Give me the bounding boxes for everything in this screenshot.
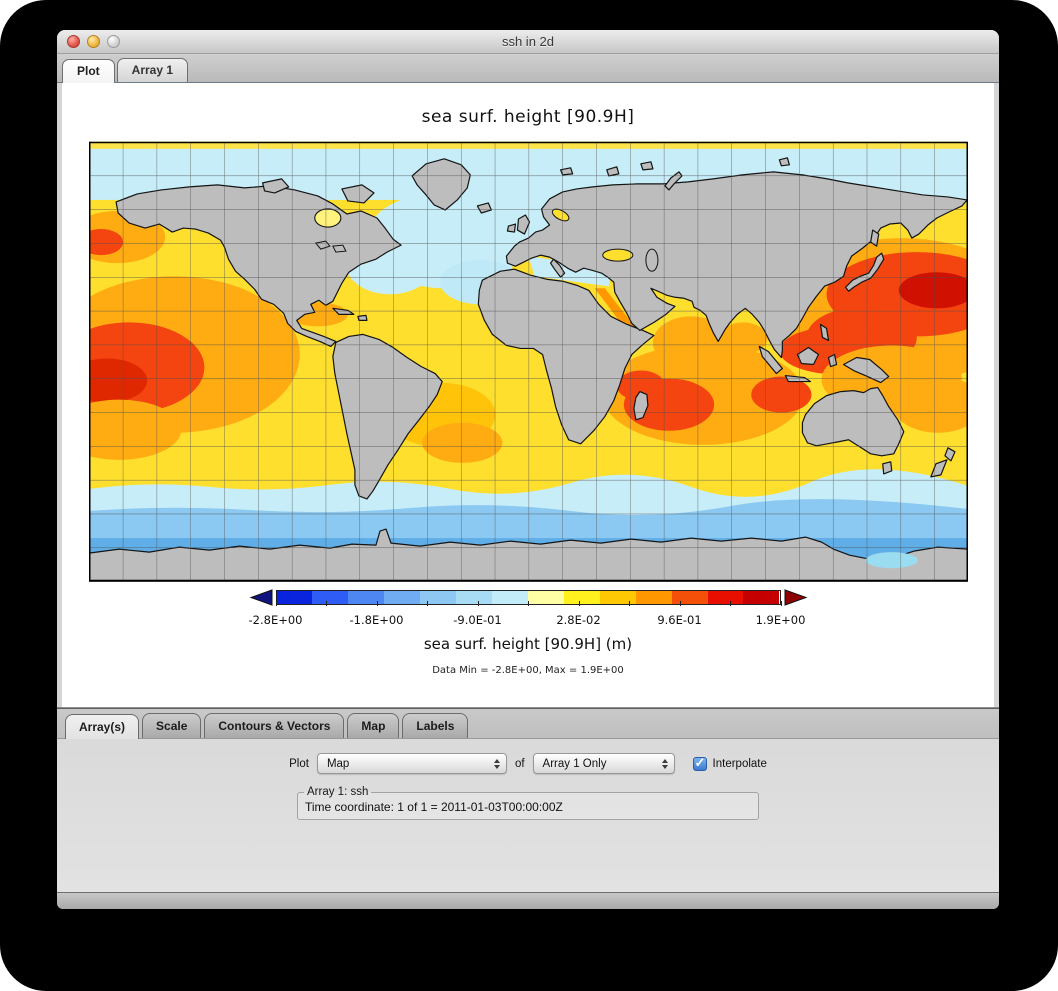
plot-title: sea surf. height [90.9H] <box>421 107 635 127</box>
interpolate-control: Interpolate <box>692 755 767 771</box>
array-info-groupbox: Array 1: ssh Time coordinate: 1 of 1 = 2… <box>297 786 759 820</box>
colorbar-left-arrow-icon <box>249 589 272 606</box>
colorbar-tick-label: -9.0E-01 <box>453 613 502 627</box>
tab-map[interactable]: Map <box>347 713 400 738</box>
of-label: of <box>514 757 525 770</box>
top-tab-bar: Plot Array 1 <box>57 54 999 83</box>
interpolate-label: Interpolate <box>712 757 767 770</box>
traffic-lights <box>67 35 120 48</box>
data-range-note: Data Min = -2.8E+00, Max = 1.9E+00 <box>432 665 624 676</box>
tab-plot-label: Plot <box>77 64 100 78</box>
combo-updown-arrows-icon <box>493 758 500 769</box>
combo-updown-arrows-icon <box>661 758 668 769</box>
status-bar <box>57 892 999 909</box>
tab-array-1[interactable]: Array 1 <box>116 58 189 82</box>
plot-label: Plot <box>289 757 309 770</box>
time-coordinate-text: Time coordinate: 1 of 1 = 2011-01-03T00:… <box>305 800 563 814</box>
colorbar-tick-label: -2.8E+00 <box>248 613 303 627</box>
tab-scale-label: Scale <box>156 719 188 733</box>
colorbar-axis-label: sea surf. height [90.9H] (m) <box>423 635 633 653</box>
bottom-tab-bar: Array(s) Scale Contours & Vectors Map La… <box>57 708 999 739</box>
colorbar <box>275 590 781 605</box>
tab-scale[interactable]: Scale <box>142 713 202 738</box>
plot-controls-row: Plot Map of Array 1 Only Interpolate <box>57 753 999 774</box>
close-button[interactable] <box>67 35 80 48</box>
tab-labels[interactable]: Labels <box>402 713 469 738</box>
colorbar-tick-label: 1.9E+00 <box>755 613 806 627</box>
tab-plot[interactable]: Plot <box>62 59 115 83</box>
colorbar-ticks <box>275 601 782 611</box>
array-select[interactable]: Array 1 Only <box>532 753 675 774</box>
zoom-button[interactable] <box>107 35 120 48</box>
controls-panel: Array(s) Scale Contours & Vectors Map La… <box>57 707 999 892</box>
colorbar-right-arrow-icon <box>784 589 807 606</box>
world-map-plot <box>62 141 994 582</box>
tab-arrays-label: Array(s) <box>79 720 126 734</box>
tab-arrays[interactable]: Array(s) <box>65 714 140 739</box>
window-title: ssh in 2d <box>501 34 555 49</box>
tab-contours-vectors-label: Contours & Vectors <box>218 719 331 733</box>
colorbar-tick-label: -1.8E+00 <box>349 613 404 627</box>
world-map-svg <box>62 141 994 582</box>
array-info-legend: Array 1: ssh <box>307 786 369 798</box>
plot-type-value: Map <box>326 757 350 770</box>
colorbar-tick-label: 2.8E-02 <box>556 613 601 627</box>
tab-contours-vectors[interactable]: Contours & Vectors <box>204 713 345 738</box>
minimize-button[interactable] <box>87 35 100 48</box>
colorbar-tick-label: 9.6E-01 <box>657 613 702 627</box>
colorbar-tick-labels: -2.8E+00 -1.8E+00 -9.0E-01 2.8E-02 9.6E-… <box>249 613 806 627</box>
tab-map-label: Map <box>361 719 386 733</box>
interpolate-checkbox[interactable] <box>692 755 707 771</box>
tab-labels-label: Labels <box>416 719 455 733</box>
app-window: ssh in 2d Plot Array 1 sea surf. height … <box>57 30 999 909</box>
array-select-value: Array 1 Only <box>542 757 607 770</box>
title-bar[interactable]: ssh in 2d <box>57 30 999 54</box>
tab-array-1-label: Array 1 <box>131 63 174 77</box>
plot-type-select[interactable]: Map <box>316 753 507 774</box>
colorbar-row <box>243 589 813 606</box>
plot-panel: sea surf. height [90.9H] <box>62 83 994 707</box>
